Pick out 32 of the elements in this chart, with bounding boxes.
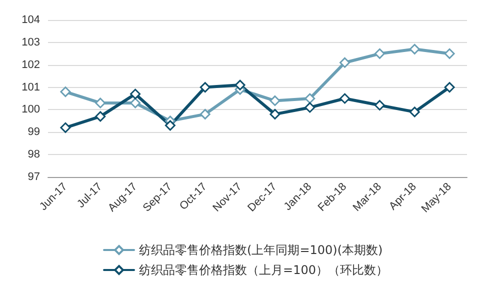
point (444, 82, 455, 93)
point (444, 48, 455, 59)
point (409, 106, 420, 118)
point (270, 95, 280, 106)
point (304, 93, 316, 104)
point (130, 88, 141, 100)
legend-label: 纺织品零售价格指数(上年同期=100)(本期数) (139, 243, 383, 257)
point (95, 111, 106, 122)
point (304, 102, 316, 113)
y-tick-label: 99 (28, 126, 40, 138)
y-tick-label: 102 (22, 58, 40, 71)
legend-label: 纺织品零售价格指数（上月=100）（环比数） (139, 263, 388, 277)
point (60, 86, 71, 98)
y-tick-label: 104 (22, 14, 40, 26)
point (340, 93, 350, 104)
y-tick-label: 103 (22, 36, 40, 48)
y-tick-label: 98 (28, 148, 40, 161)
point (95, 98, 106, 108)
point (164, 120, 176, 131)
point (200, 82, 210, 93)
point (340, 57, 350, 68)
point (60, 122, 71, 133)
y-tick-label: 101 (22, 81, 40, 94)
point (374, 100, 385, 110)
point (200, 108, 210, 120)
point (130, 98, 141, 108)
point (234, 80, 246, 90)
point (409, 44, 420, 54)
y-tick-label: 100 (22, 104, 40, 116)
point (270, 108, 280, 120)
point (374, 48, 385, 59)
y-tick-label: 97 (28, 171, 40, 183)
